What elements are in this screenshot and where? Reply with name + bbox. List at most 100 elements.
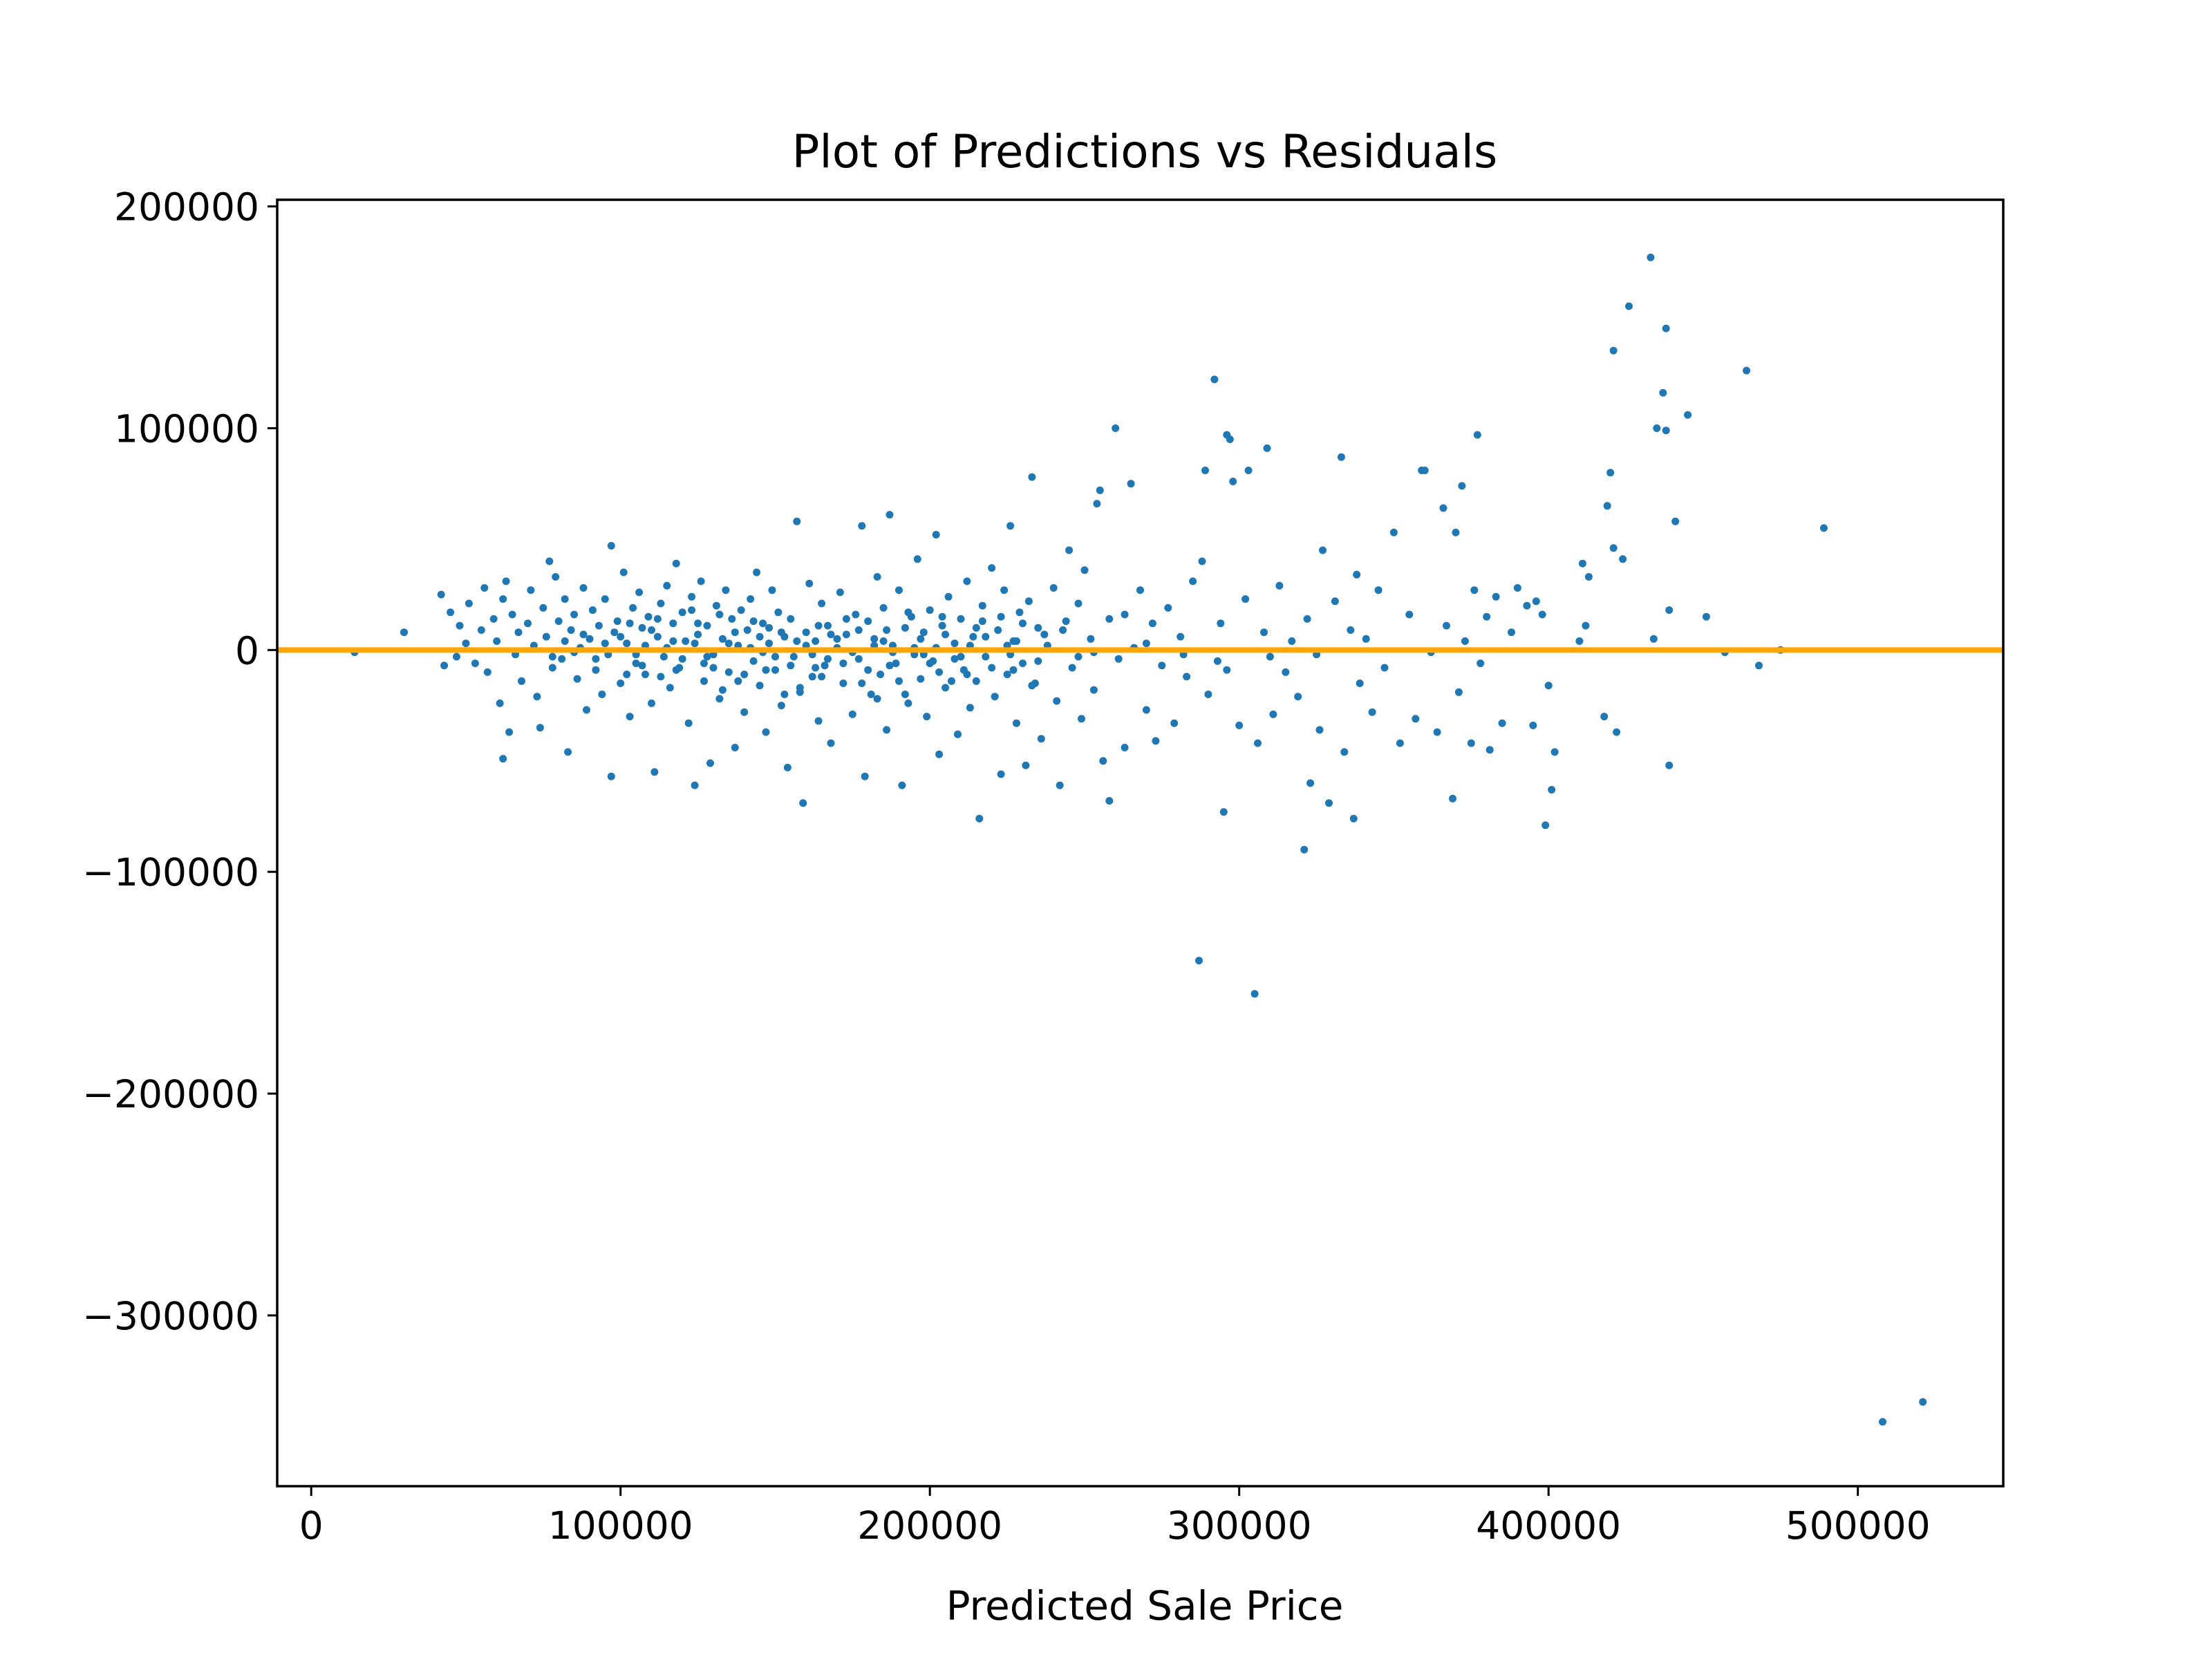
scatter-point — [635, 588, 644, 597]
scatter-point — [1170, 719, 1179, 727]
scatter-point — [1609, 346, 1618, 355]
scatter-point — [731, 744, 739, 751]
x-tick-label: 500000 — [1785, 1503, 1931, 1548]
scatter-point — [570, 610, 579, 619]
scatter-point — [1319, 546, 1327, 554]
scatter-point — [1609, 544, 1618, 552]
scatter-point — [913, 555, 921, 563]
scatter-point — [808, 673, 816, 681]
y-tick-label: 100000 — [114, 406, 259, 451]
scatter-point — [447, 608, 455, 617]
scatter-point — [941, 630, 950, 639]
scatter-point — [1000, 586, 1009, 594]
scatter-point — [632, 659, 640, 668]
scatter-point — [718, 635, 727, 643]
scatter-point — [839, 679, 847, 687]
scatter-point — [592, 666, 600, 674]
scatter-point — [1755, 662, 1763, 670]
scatter-point — [926, 606, 934, 615]
scatter-point — [885, 662, 894, 670]
scatter-point — [1508, 628, 1515, 637]
scatter-point — [462, 639, 470, 648]
scatter-point — [759, 619, 767, 628]
scatter-point — [1037, 735, 1045, 743]
scatter-point — [883, 626, 891, 634]
scatter-point — [1019, 619, 1027, 628]
scatter-point — [567, 626, 575, 634]
scatter-point — [904, 608, 912, 617]
scatter-point — [1235, 721, 1244, 729]
scatter-point — [864, 617, 872, 626]
scatter-point — [861, 772, 869, 780]
scatter-point — [579, 630, 588, 639]
scatter-point — [898, 781, 906, 789]
scatter-point — [821, 662, 829, 670]
scatter-point — [1074, 599, 1082, 608]
scatter-point — [1820, 524, 1828, 532]
scatter-point — [1702, 612, 1710, 621]
scatter-point — [694, 619, 702, 628]
scatter-point — [858, 522, 866, 530]
scatter-point — [957, 653, 965, 661]
scatter-point — [644, 612, 653, 621]
scatter-point — [1662, 324, 1670, 332]
scatter-point — [653, 632, 662, 641]
scatter-point — [883, 726, 891, 734]
scatter-point — [682, 637, 690, 645]
scatter-point — [1040, 630, 1049, 639]
scatter-point — [827, 630, 835, 639]
scatter-point — [718, 686, 727, 694]
scatter-point — [1121, 744, 1129, 751]
scatter-point — [966, 704, 974, 712]
scatter-point — [1396, 739, 1404, 747]
scatter-point — [480, 584, 489, 592]
scatter-point — [465, 599, 473, 608]
scatter-point — [1306, 779, 1315, 787]
scatter-point — [1112, 424, 1120, 432]
scatter-point — [873, 573, 881, 581]
scatter-point — [1024, 597, 1033, 606]
scatter-point — [1498, 719, 1506, 727]
scatter-point — [1114, 655, 1123, 663]
scatter-point — [737, 606, 745, 615]
x-axis-label: Predicted Sale Price — [946, 1582, 1344, 1629]
scatter-point — [712, 601, 720, 610]
scatter-point — [1099, 757, 1107, 765]
scatter-point — [1665, 606, 1674, 615]
scatter-point — [814, 621, 823, 630]
scatter-point — [650, 768, 659, 776]
scatter-point — [1275, 581, 1284, 590]
scatter-point — [1015, 608, 1024, 617]
scatter-point — [1266, 653, 1274, 661]
scatter-point — [663, 581, 671, 590]
scatter-point — [617, 632, 625, 641]
scatter-point — [1625, 302, 1633, 310]
scatter-point — [1538, 610, 1546, 619]
scatter-point — [941, 684, 950, 692]
scatter-point — [812, 664, 820, 672]
scatter-point — [777, 628, 785, 637]
scatter-point — [607, 542, 615, 550]
scatter-point — [1449, 794, 1456, 803]
scatter-point — [743, 626, 751, 634]
scatter-point — [1331, 597, 1339, 606]
scatter-point — [789, 653, 798, 661]
scatter-point — [1439, 504, 1447, 512]
scatter-point — [771, 653, 779, 661]
scatter-point — [917, 675, 925, 683]
scatter-point — [994, 626, 1002, 634]
scatter-point — [588, 606, 597, 615]
scatter-point — [1136, 586, 1144, 594]
scatter-point — [709, 664, 718, 672]
scatter-point — [756, 682, 764, 690]
scatter-point — [1121, 610, 1129, 619]
scatter-point — [740, 671, 749, 679]
scatter-point — [601, 639, 609, 648]
scatter-point — [1260, 628, 1268, 637]
scatter-point — [950, 639, 959, 648]
scatter-point — [440, 662, 449, 670]
y-tick-label: −100000 — [82, 850, 259, 894]
scatter-point — [768, 586, 776, 594]
scatter-point — [728, 615, 736, 623]
